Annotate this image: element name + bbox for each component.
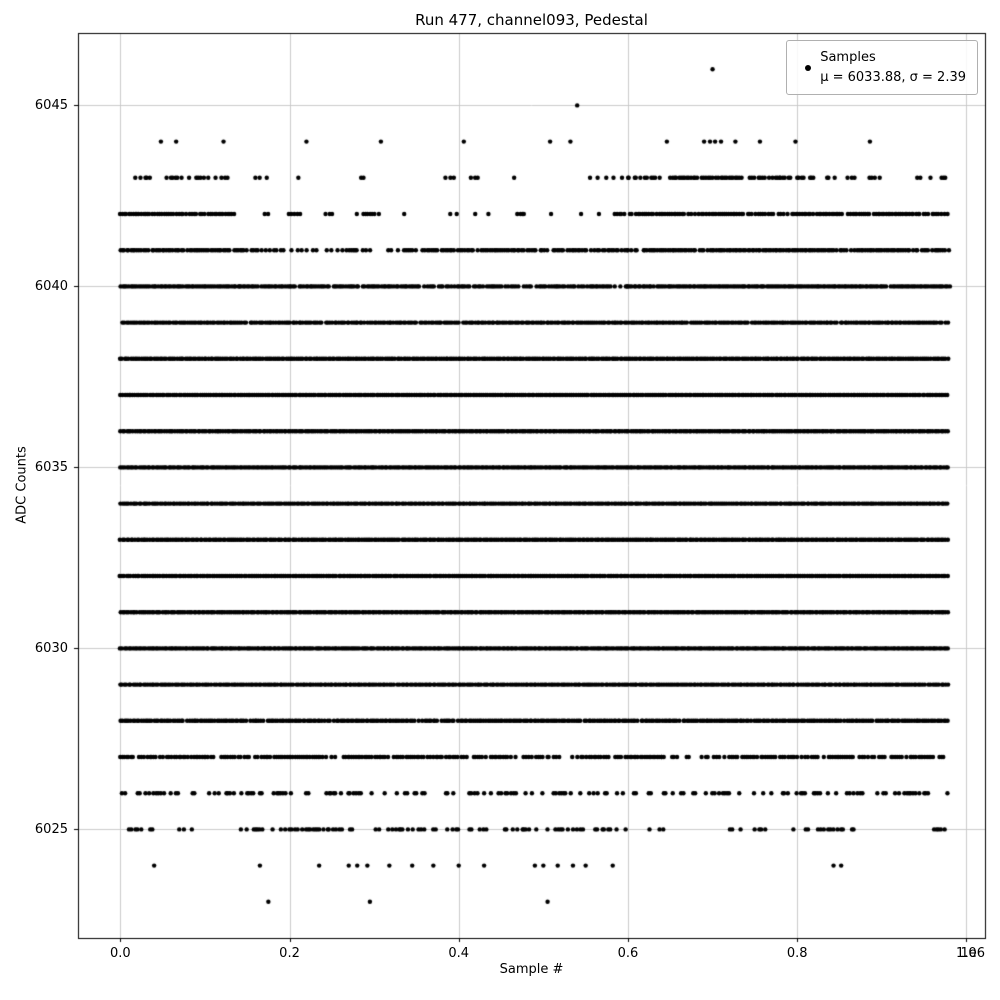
x-axis-offset-label: 1e6 [960,946,985,961]
y-tick-label: 6025 [34,822,68,838]
y-tick-label: 6035 [34,460,68,476]
x-tick-label: 0.4 [448,946,470,961]
legend: Samples μ = 6033.88, σ = 2.39 [786,40,978,95]
legend-label: Samples [820,50,876,65]
y-tick-label: 6030 [34,641,68,657]
chart-title: Run 477, channel093, Pedestal [415,11,648,29]
x-tick-label: 1.0 [956,946,977,961]
x-tick-label: 0.8 [786,946,808,961]
legend-stats: μ = 6033.88, σ = 2.39 [820,69,966,85]
y-axis-label: ADC Counts [14,446,30,524]
legend-text: Samples μ = 6033.88, σ = 2.39 [820,48,966,87]
legend-marker-column [796,64,820,71]
y-tick-label: 6040 [34,279,68,295]
x-axis-label: Sample # [499,962,564,977]
legend-marker-dot-icon [805,64,812,71]
x-tick-label: 0.6 [617,946,639,961]
x-tick-label: 0.0 [109,946,131,961]
y-tick-label: 6045 [34,98,68,114]
x-tick-label: 0.2 [279,946,300,961]
